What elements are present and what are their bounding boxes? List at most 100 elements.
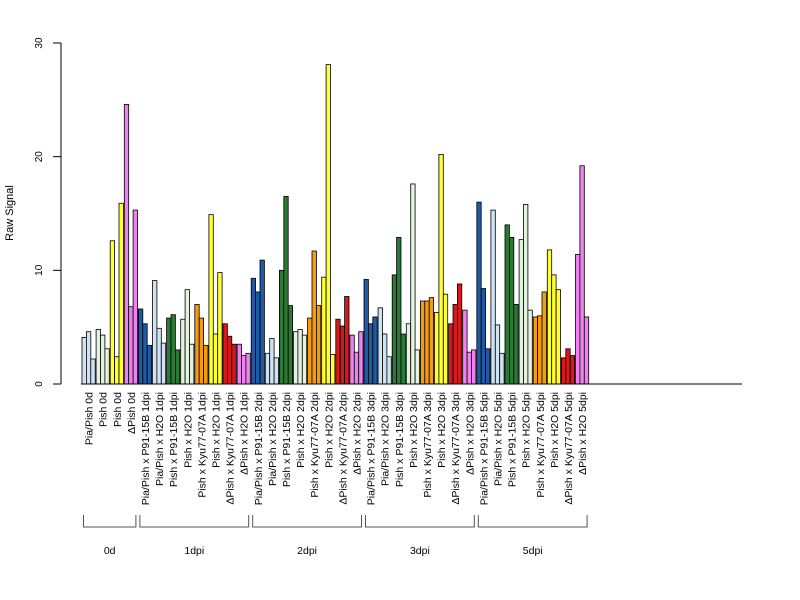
bar [382,333,388,385]
bar [264,352,271,385]
bar [212,333,219,385]
x-tick-label: ΔPish x Kyu77-07A 2dpi [337,392,349,505]
bar [160,342,167,385]
plot-area [81,64,590,385]
group-label: 5dpi [523,545,543,557]
bar [438,153,444,385]
x-tick-label: Pish x H2O 1dpi [210,392,222,468]
bar [466,351,472,385]
group-bracket [139,515,250,528]
bar [146,344,152,385]
bar [565,348,571,385]
bar [442,293,449,385]
bar [367,323,374,385]
group-bracket [365,515,475,528]
group-label: 2dpi [297,545,317,557]
bar [184,289,190,385]
x-tick-label: Pish x Kyu77-07A 2dpi [309,392,321,498]
bar [410,183,416,385]
bar [128,306,134,385]
bar [123,103,130,385]
bar [508,236,515,385]
bar [321,276,327,385]
bar [456,283,463,385]
bar [236,343,242,385]
group-brackets: 0d 1dpi 2dpi 3dpi 5dpi [83,515,588,557]
bar [386,356,392,385]
bar [325,64,331,385]
bar [569,355,576,385]
bar [118,202,124,385]
bar [259,259,265,385]
bar [396,236,402,385]
x-tick-label: ΔPish 0d [126,392,138,434]
bar [203,344,209,385]
x-tick-label: Pish 0d [98,392,110,427]
bar [414,349,420,385]
x-tick-label: Pish x H2O 5dpi [521,392,533,468]
bar [273,357,279,385]
x-tick-label: Pish x Kyu77-07A 3dpi [422,392,434,498]
bar [283,196,289,385]
x-tick-label: Pish x P91-15B 1dpi [168,392,180,487]
bar [363,279,369,385]
x-tick-label: Pish x H2O 1dpi [182,392,194,468]
bar [90,358,96,385]
x-tick-label: Pish x H2O 3dpi [436,392,448,468]
bar [174,349,181,385]
group-label: 1dpi [184,545,204,557]
bar [137,308,144,385]
x-tick-label: Pish x H2O 2dpi [323,392,335,468]
x-tick-label: ΔPish x H2O 2dpi [351,392,363,475]
bar [504,224,510,385]
x-tick-label: Pish x H2O 3dpi [408,392,420,468]
bar [471,349,477,385]
x-tick-label: Pish x P91-15B 2dpi [281,392,293,487]
bar [344,296,350,385]
bar [537,315,543,385]
bar [391,274,398,385]
y-tick-label: 30 [34,37,45,49]
x-tick-label: ΔPish x Kyu77-07A 1dpi [225,392,237,505]
bar [575,254,581,385]
bar [255,291,261,385]
x-tick-label: Pia/Pish x H2O 1dpi [154,392,166,486]
bar [156,327,162,385]
x-tick-label: Pia/Pish x P91-15B 3dpi [366,392,378,505]
x-tick-label: Pia/Pish x H2O 3dpi [380,392,392,486]
x-tick-label: Pia/Pish x P91-15B 2dpi [253,392,265,505]
bar [335,318,341,385]
bar [532,316,539,385]
x-tick-label: ΔPish x H2O 1dpi [239,392,251,475]
bar [180,318,186,385]
bar [307,317,313,385]
x-tick-label: Pish x P91-15B 5dpi [507,392,519,487]
x-tick-label: Pish x P91-15B 3dpi [394,392,406,487]
bar [81,336,87,385]
x-tick-label: Pia/Pish 0d [84,392,96,445]
y-tick-label: 20 [34,151,45,163]
bar [241,355,247,385]
bar [551,274,557,385]
x-tick-label: ΔPish x H2O 3dpi [464,392,476,475]
bar [377,307,383,385]
group-label: 0d [104,545,116,557]
bar [250,277,256,385]
bar [434,311,440,385]
bar [476,201,482,385]
bar [499,352,505,385]
bar [208,214,214,385]
bar [100,334,106,385]
bar [330,354,336,385]
bar [555,289,561,385]
bar [104,348,110,385]
bar [485,348,491,385]
x-tick-label: ΔPish x H2O 5dpi [577,392,589,475]
bar [217,272,223,385]
bar [405,323,412,385]
bar [349,334,355,385]
bar [86,331,92,385]
bar [527,309,533,385]
bar [278,269,285,385]
